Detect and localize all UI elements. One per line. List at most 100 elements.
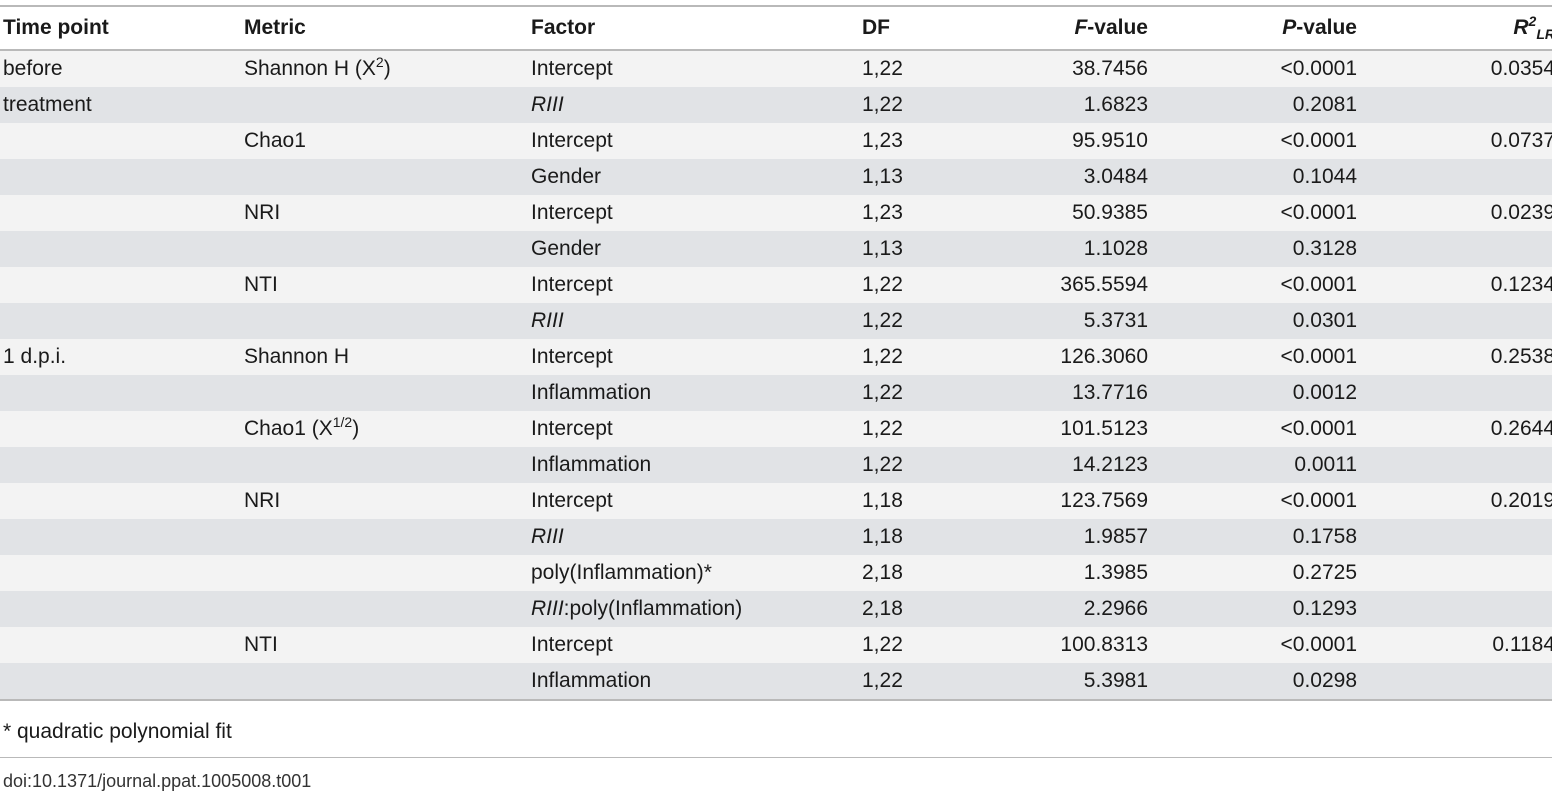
table-row: RIII 1,22 5.3731 0.0301 [0, 303, 1552, 339]
cell-factor: Intercept [531, 267, 862, 303]
cell-factor: Intercept [531, 411, 862, 447]
cell-f-value: 13.7716 [1072, 381, 1148, 404]
cell-r2-lr: 0.0737 [1490, 129, 1552, 152]
cell-p-value: 0.1293 [1292, 597, 1357, 620]
table-row: NRI Intercept 1,18 123.7569 <0.0001 0.2019 [0, 483, 1552, 519]
header-p-rest: -value [1296, 16, 1357, 39]
table-row: poly(Inflammation)* 2,18 1.3985 0.2725 [0, 555, 1552, 591]
cell-time-point [0, 447, 244, 483]
cell-r2-lr: 0.2538 [1490, 345, 1552, 368]
cell-r2-lr [1357, 519, 1552, 555]
cell-metric: Shannon H (X2) [244, 50, 531, 87]
cell-r2-lr [1357, 375, 1552, 411]
cell-time-point [0, 195, 244, 231]
cell-metric-text: Chao1 [244, 129, 306, 152]
cell-p-value: 0.1044 [1292, 165, 1357, 188]
cell-df: 1,22 [862, 93, 903, 116]
cell-p-value: <0.0001 [1280, 633, 1358, 656]
cell-metric: NTI [244, 267, 531, 303]
cell-df: 1,22 [862, 417, 903, 440]
cell-time-point [0, 267, 244, 303]
cell-p-value: 0.0298 [1292, 669, 1357, 692]
table-row: Gender 1,13 1.1028 0.3128 [0, 231, 1552, 267]
cell-f-value: 2.2966 [1083, 597, 1148, 620]
cell-time-point: before [3, 57, 63, 80]
cell-f-value: 3.0484 [1083, 165, 1148, 188]
cell-factor: RIII:poly(Inflammation) [531, 591, 862, 627]
cell-metric [244, 303, 531, 339]
table-row: RIII:poly(Inflammation) 2,18 2.2966 0.1293 [0, 591, 1552, 627]
cell-df: 1,13 [862, 237, 903, 260]
cell-factor-text: Inflammation [531, 669, 652, 692]
cell-r2-lr: 0.2019 [1490, 489, 1552, 512]
cell-factor-text: Intercept [531, 345, 613, 368]
cell-factor-text: Intercept [531, 273, 613, 296]
header-r2-lr: R2LR [1357, 6, 1552, 50]
table-row: treatment RIII 1,22 1.6823 0.2081 [0, 87, 1552, 123]
cell-metric [244, 591, 531, 627]
table-row: NRI Intercept 1,23 50.9385 <0.0001 0.0239 [0, 195, 1552, 231]
cell-metric [244, 375, 531, 411]
header-factor: Factor [531, 16, 596, 39]
cell-factor: poly(Inflammation)* [531, 555, 862, 591]
cell-r2-lr [1357, 663, 1552, 700]
cell-metric [244, 87, 531, 123]
table-row: Inflammation 1,22 14.2123 0.0011 [0, 447, 1552, 483]
cell-metric-text: NTI [244, 273, 278, 296]
cell-metric: NRI [244, 483, 531, 519]
cell-metric [244, 159, 531, 195]
cell-f-value: 100.8313 [1060, 633, 1148, 656]
cell-p-value: <0.0001 [1280, 489, 1358, 512]
table-row: 1 d.p.i. Shannon H Intercept 1,22 126.3060 <0… [0, 339, 1552, 375]
cell-factor: Inflammation [531, 663, 862, 700]
cell-df: 1,22 [862, 345, 903, 368]
cell-factor-text: Intercept [531, 417, 613, 440]
header-r2-sup: 2 [1528, 13, 1537, 29]
header-f-italic: F [1074, 16, 1088, 39]
results-table: Time point Metric Factor DF F-value P-va… [0, 5, 1552, 701]
cell-factor-italic: RIII [531, 309, 564, 332]
footer-divider [0, 757, 1552, 758]
cell-factor: Inflammation [531, 375, 862, 411]
header-df: DF [862, 16, 890, 39]
table-row: RIII 1,18 1.9857 0.1758 [0, 519, 1552, 555]
cell-df: 1,13 [862, 165, 903, 188]
cell-factor-text: Intercept [531, 57, 613, 80]
cell-f-value: 123.7569 [1060, 489, 1148, 512]
cell-f-value: 14.2123 [1072, 453, 1148, 476]
cell-f-value: 5.3731 [1083, 309, 1148, 332]
cell-factor: RIII [531, 519, 862, 555]
cell-df: 1,23 [862, 129, 903, 152]
cell-metric-text: Shannon H [244, 345, 350, 368]
cell-metric: NTI [244, 627, 531, 663]
cell-metric-text: NTI [244, 633, 278, 656]
cell-p-value: <0.0001 [1280, 201, 1358, 224]
cell-time-point: 1 d.p.i. [3, 345, 67, 368]
table-row: NTI Intercept 1,22 100.8313 <0.0001 0.1184 [0, 627, 1552, 663]
table-row: Inflammation 1,22 5.3981 0.0298 [0, 663, 1552, 700]
cell-factor-italic: RIII [531, 93, 564, 116]
cell-factor: Gender [531, 159, 862, 195]
cell-factor: Intercept [531, 627, 862, 663]
cell-f-value: 365.5594 [1060, 273, 1148, 296]
cell-p-value: 0.1758 [1292, 525, 1357, 548]
cell-time-point [0, 555, 244, 591]
cell-time-point [0, 375, 244, 411]
cell-df: 1,18 [862, 525, 903, 548]
cell-f-value: 101.5123 [1060, 417, 1148, 440]
cell-metric [244, 447, 531, 483]
header-row: Time point Metric Factor DF F-value P-va… [0, 6, 1552, 50]
cell-factor: Intercept [531, 123, 862, 159]
cell-factor-text: Intercept [531, 129, 613, 152]
cell-time-point [0, 627, 244, 663]
table-row: Chao1 (X1/2) Intercept 1,22 101.5123 <0.0001… [0, 411, 1552, 447]
cell-time-point [0, 519, 244, 555]
cell-p-value: 0.0011 [1294, 453, 1357, 476]
cell-metric [244, 663, 531, 700]
cell-metric-text: NRI [244, 201, 281, 224]
cell-factor: Intercept [531, 50, 862, 87]
table-footnote: * quadratic polynomial fit [3, 720, 232, 743]
cell-r2-lr: 0.1234 [1490, 273, 1552, 296]
cell-p-value: 0.3128 [1292, 237, 1357, 260]
cell-df: 2,18 [862, 597, 903, 620]
